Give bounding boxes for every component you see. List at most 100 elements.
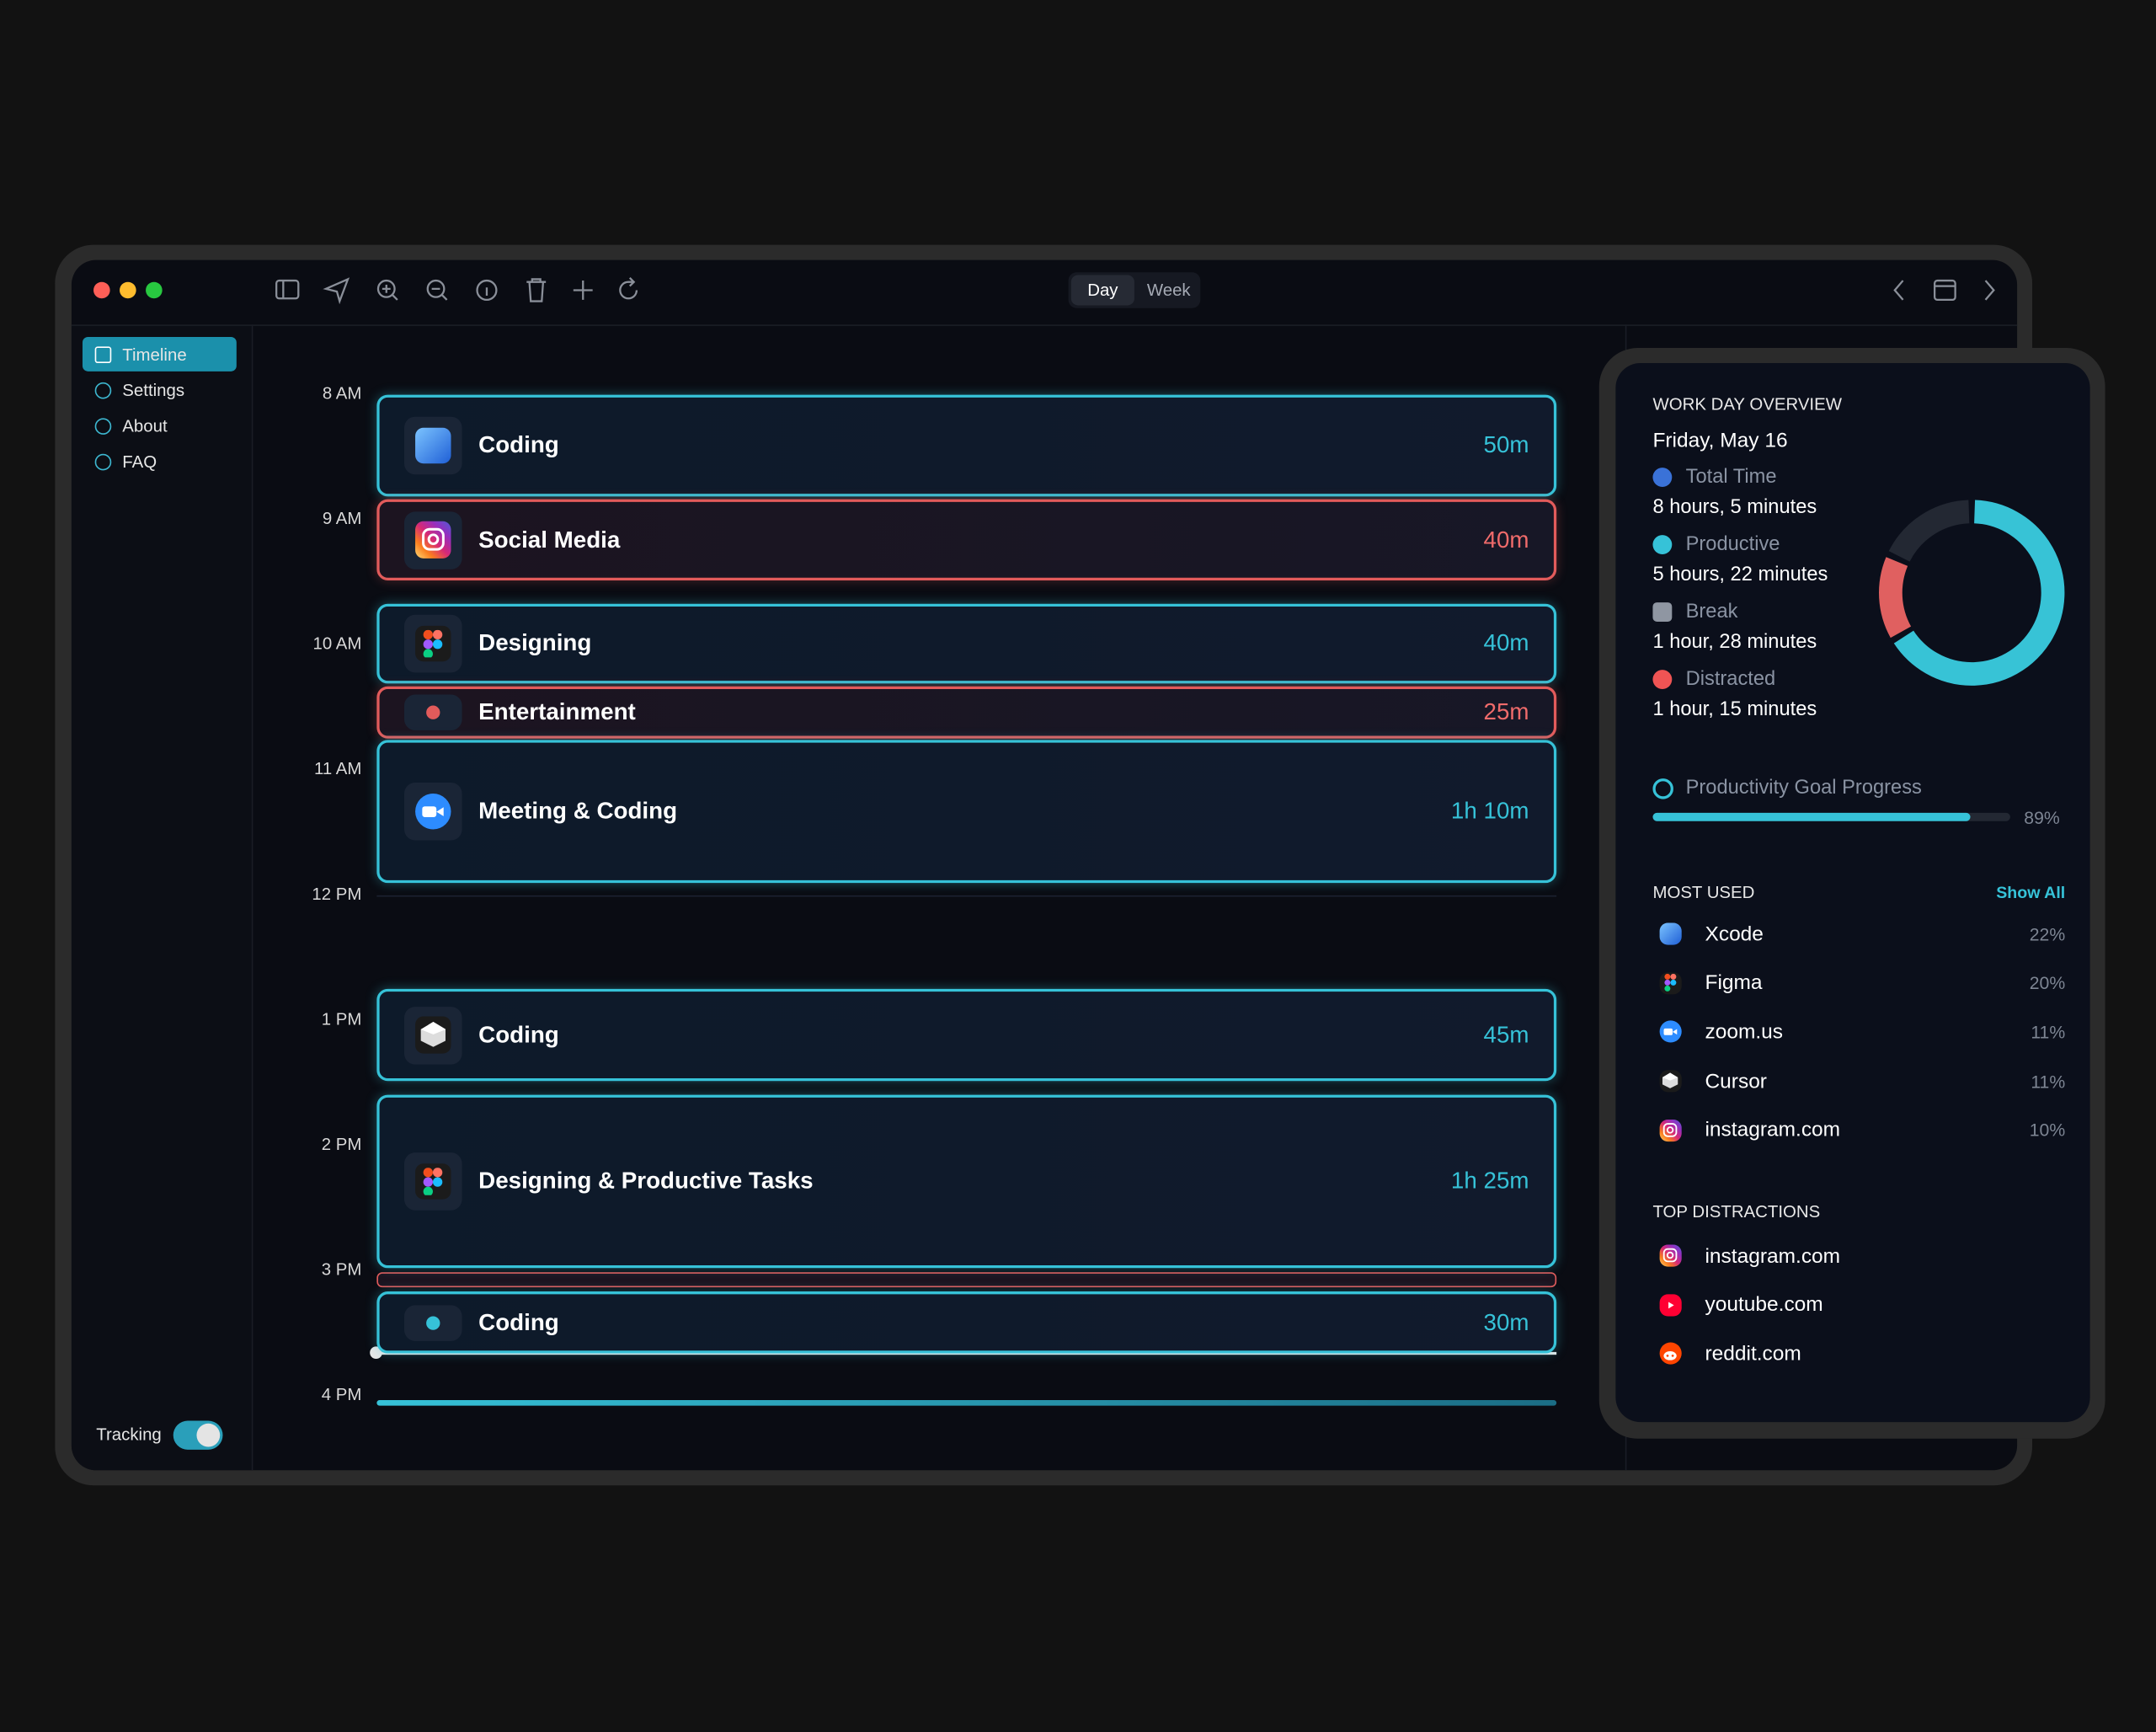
app-name: reddit.com [1705, 1342, 1801, 1366]
app-icon [1652, 1063, 1688, 1099]
app-icon [403, 416, 462, 475]
timeline-event[interactable]: Designing & Productive Tasks 1h 25m [376, 1094, 1557, 1269]
figma-glyph [423, 1167, 443, 1196]
app-glyph [415, 521, 451, 559]
view-tab[interactable]: Day [1070, 275, 1134, 306]
app-glyph [1659, 1119, 1682, 1141]
tracking-toggle[interactable] [173, 1420, 223, 1450]
app-share: 22% [2029, 923, 2066, 944]
app-glyph [1659, 1343, 1682, 1366]
app-icon [1652, 1112, 1688, 1147]
overview-card [1615, 363, 2090, 1423]
timeline-event[interactable]: Coding 30m [376, 1291, 1557, 1354]
sidebar-label: FAQ [122, 452, 157, 472]
donut-chart [1879, 500, 2065, 686]
toolbar-divider [71, 324, 2018, 326]
sidebar-item[interactable]: About [83, 409, 237, 443]
event-duration: 25m [1483, 698, 1529, 725]
app-share: 10% [2029, 1120, 2066, 1141]
cursor-glyph [1662, 1073, 1678, 1089]
hour-label: 8 AM [322, 383, 362, 404]
timeline-event[interactable]: Coding 50m [376, 394, 1557, 497]
app-name: instagram.com [1705, 1118, 1841, 1142]
stat-value: 5 hours, 22 minutes [1652, 564, 1828, 586]
instagram-glyph [1663, 1248, 1678, 1263]
app-glyph [1659, 1020, 1682, 1044]
app-icon [1652, 1287, 1688, 1323]
event-title: Entertainment [478, 698, 636, 725]
event-duration: 50m [1483, 431, 1529, 458]
zoom-glyph [422, 805, 445, 817]
hour-label: 2 PM [321, 1134, 362, 1154]
toggle-knob [196, 1423, 221, 1447]
stat-icon [1652, 602, 1673, 622]
most-used-app: instagram.com 10% [1652, 1112, 2065, 1147]
app-name: Xcode [1705, 922, 1764, 946]
toolbar-icons [275, 276, 638, 305]
event-title: Social Media [478, 526, 621, 553]
figma-glyph [1664, 974, 1677, 992]
event-duration: 40m [1483, 629, 1529, 656]
show-all-link[interactable]: Show All [1996, 883, 2066, 903]
stat-value: 8 hours, 5 minutes [1652, 496, 1817, 519]
sidebar-icon [94, 452, 112, 470]
timeline-event[interactable]: Designing 40m [376, 603, 1557, 684]
goal-track [1652, 812, 2010, 821]
hour-label: 10 AM [312, 633, 362, 654]
cursor-glyph [420, 1022, 446, 1048]
timeline-event[interactable]: Social Media 40m [376, 499, 1557, 580]
goal-value: 89% [2024, 807, 2060, 828]
sidebar [71, 324, 253, 1471]
minimize-button[interactable] [120, 281, 136, 299]
goal-icon [1652, 778, 1673, 799]
zoom-button[interactable] [146, 281, 163, 299]
app-glyph [1659, 1244, 1682, 1267]
close-button[interactable] [93, 281, 110, 299]
hour-label: 9 AM [322, 509, 362, 528]
app-glyph [415, 625, 451, 662]
sidebar-item[interactable]: Settings [83, 372, 237, 407]
app-glyph [415, 1017, 451, 1053]
event-duration: 1h 25m [1450, 1168, 1529, 1195]
sidebar-label: Timeline [122, 344, 187, 364]
app-icon [403, 1152, 462, 1211]
stat-icon [1652, 468, 1673, 487]
view-tab[interactable]: Week [1146, 281, 1191, 300]
app-name: zoom.us [1705, 1020, 1784, 1045]
sidebar-item[interactable]: Timeline [82, 336, 237, 372]
app-name: Cursor [1705, 1069, 1767, 1093]
timeline-now-line [376, 1351, 1557, 1355]
stat-label: Distracted [1685, 668, 1776, 691]
sidebar-item[interactable]: FAQ [83, 444, 237, 478]
instagram-glyph [421, 528, 445, 552]
app-glyph [1659, 1293, 1682, 1317]
instagram-glyph [1663, 1123, 1678, 1137]
timeline-event[interactable]: Meeting & Coding 1h 10m [376, 740, 1557, 884]
overview-date: Friday, May 16 [1652, 429, 1788, 453]
sidebar-label: Settings [122, 380, 185, 400]
app-share: 11% [2031, 1071, 2066, 1092]
youtube-glyph [1668, 1301, 1674, 1308]
app-name: Figma [1705, 970, 1763, 995]
timeline-event[interactable]: Coding 45m [376, 988, 1557, 1082]
overview-heading: WORK DAY OVERVIEW [1652, 394, 1842, 414]
stat-label: Productive [1685, 533, 1780, 556]
app-icon [1652, 965, 1688, 1001]
app-glyph [1659, 971, 1682, 994]
app-share: 11% [2031, 1021, 2066, 1043]
event-duration: 30m [1483, 1308, 1529, 1335]
event-title: Coding [478, 431, 559, 458]
app-icon [1652, 916, 1688, 951]
event-title: Designing & Productive Tasks [478, 1168, 814, 1195]
hour-label: 3 PM [321, 1259, 362, 1280]
sidebar-icon [94, 345, 112, 363]
most-used-app: zoom.us 11% [1652, 1014, 2065, 1050]
timeline-event[interactable]: Entertainment 25m [376, 686, 1557, 739]
noon-divider [376, 895, 1557, 897]
event-duration: 40m [1483, 526, 1529, 553]
goal-label: Productivity Goal Progress [1685, 777, 1922, 799]
app-glyph [1659, 1070, 1682, 1093]
app-glyph [415, 1163, 451, 1200]
